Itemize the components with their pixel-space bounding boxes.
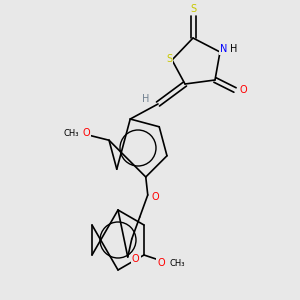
Text: O: O — [157, 258, 165, 268]
Text: S: S — [190, 4, 196, 14]
Text: O: O — [152, 192, 160, 202]
Text: S: S — [166, 54, 172, 64]
Text: O: O — [82, 128, 90, 138]
Text: H: H — [142, 94, 150, 104]
Text: O: O — [132, 254, 140, 264]
Text: H: H — [230, 44, 238, 54]
Text: CH₃: CH₃ — [169, 259, 185, 268]
Text: CH₃: CH₃ — [63, 129, 79, 138]
Text: N: N — [220, 44, 228, 54]
Text: O: O — [239, 85, 247, 95]
